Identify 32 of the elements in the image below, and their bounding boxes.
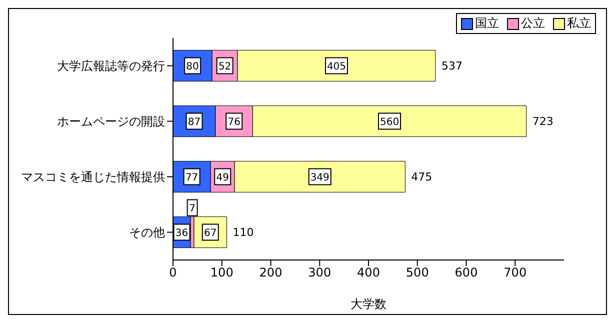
data-label: 52 bbox=[218, 62, 232, 73]
x-tick-label: 300 bbox=[308, 266, 332, 280]
x-tick-label: 0 bbox=[169, 266, 177, 280]
total-label: 110 bbox=[232, 226, 254, 240]
data-label: 405 bbox=[326, 62, 346, 73]
data-label: 80 bbox=[186, 62, 199, 73]
legend-label: 公立 bbox=[521, 15, 545, 32]
x-tick-label: 400 bbox=[357, 266, 380, 280]
data-label: 67 bbox=[204, 228, 217, 240]
data-label: 77 bbox=[185, 172, 198, 184]
y-tick-label: 大学広報誌等の発行 bbox=[57, 59, 165, 74]
x-tick-label: 500 bbox=[406, 266, 429, 280]
y-tick-label: ホームページの開設 bbox=[57, 114, 165, 129]
x-tick-label: 100 bbox=[210, 266, 234, 280]
x-tick-label: 700 bbox=[504, 266, 527, 280]
legend-label: 国立 bbox=[475, 15, 499, 32]
y-tick-label: マスコミを通じた情報提供 bbox=[21, 170, 165, 184]
data-label: 7 bbox=[189, 204, 196, 215]
data-label: 87 bbox=[188, 117, 201, 128]
legend-label: 私立 bbox=[567, 15, 591, 32]
x-tick-label: 600 bbox=[454, 266, 478, 280]
data-label: 49 bbox=[216, 172, 229, 184]
x-tick-label: 200 bbox=[259, 266, 282, 280]
total-label: 475 bbox=[411, 170, 432, 184]
y-tick-label: その他 bbox=[129, 226, 165, 240]
data-label: 76 bbox=[228, 117, 240, 128]
data-label: 560 bbox=[380, 117, 400, 128]
x-axis-title: 大学数 bbox=[350, 297, 386, 311]
total-label: 537 bbox=[441, 60, 462, 73]
data-label: 349 bbox=[310, 172, 330, 184]
data-label: 36 bbox=[175, 228, 188, 240]
total-label: 723 bbox=[532, 115, 554, 128]
